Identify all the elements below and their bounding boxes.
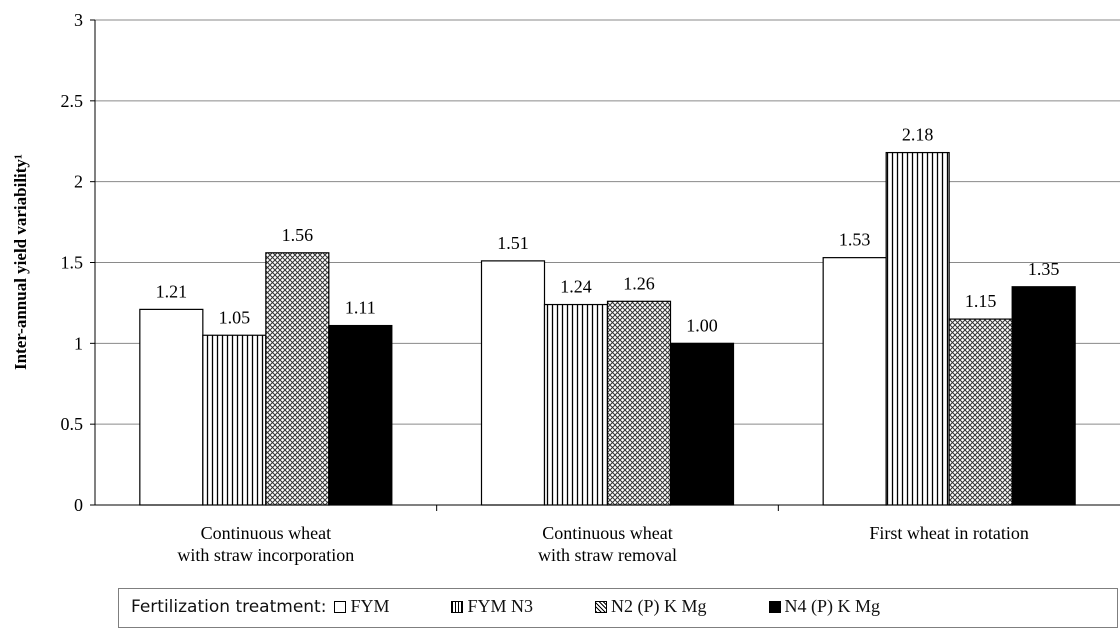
bar-crosshatch — [608, 301, 671, 505]
data-label: 1.00 — [686, 315, 718, 335]
legend-item: N2 (P) K Mg — [595, 596, 707, 617]
data-label: 1.56 — [282, 225, 314, 245]
y-tick-label: 3 — [74, 10, 83, 30]
x-category-label: with straw incorporation — [177, 545, 354, 565]
legend-swatch-vertical-stripes — [451, 601, 463, 613]
y-axis-label: Inter-annual yield variability¹ — [11, 154, 30, 370]
y-tick-label: 2 — [74, 172, 83, 192]
bar-crosshatch — [266, 253, 329, 505]
data-label: 1.21 — [156, 281, 188, 301]
bar-black — [671, 343, 734, 505]
data-label: 1.51 — [497, 233, 529, 253]
legend-title: Fertilization treatment: — [131, 597, 326, 617]
legend-label: N4 (P) K Mg — [785, 596, 881, 617]
legend-item: N4 (P) K Mg — [769, 596, 881, 617]
data-label: 1.05 — [219, 307, 251, 327]
bar-white — [823, 258, 886, 505]
data-label: 1.15 — [965, 291, 997, 311]
data-label: 1.24 — [560, 277, 592, 297]
legend-label: N2 (P) K Mg — [611, 596, 707, 617]
bar-vertical-stripes — [203, 335, 266, 505]
x-category-label: Continuous wheat — [201, 523, 332, 543]
legend-swatch-crosshatch — [595, 601, 607, 613]
x-category-label: First wheat in rotation — [869, 523, 1028, 543]
x-category-label: Continuous wheat — [542, 523, 673, 543]
legend-label: FYM — [350, 596, 389, 617]
data-label: 1.53 — [839, 230, 871, 250]
y-tick-label: 2.5 — [61, 91, 84, 111]
data-label: 1.35 — [1028, 259, 1060, 279]
bar-vertical-stripes — [545, 305, 608, 505]
legend-swatch-black — [769, 601, 781, 613]
bar-crosshatch — [949, 319, 1012, 505]
legend-label: FYM N3 — [467, 596, 533, 617]
y-tick-label: 0 — [74, 495, 83, 515]
legend-swatch-white — [334, 601, 346, 613]
data-label: 1.11 — [345, 298, 376, 318]
data-label: 2.18 — [902, 125, 934, 145]
y-tick-label: 1.5 — [61, 253, 84, 273]
bar-vertical-stripes — [886, 153, 949, 505]
y-tick-label: 1 — [74, 333, 83, 353]
legend-item: FYM N3 — [451, 596, 533, 617]
x-category-label: with straw removal — [538, 545, 677, 565]
legend-item: FYM — [334, 596, 389, 617]
data-label: 1.26 — [623, 273, 655, 293]
bar-white — [140, 309, 203, 505]
bar-black — [1012, 287, 1075, 505]
legend: Fertilization treatment: FYM FYM N3 N2 (P)… — [118, 588, 1118, 628]
bar-black — [329, 326, 392, 505]
y-tick-label: 0.5 — [61, 414, 84, 434]
bar-white — [482, 261, 545, 505]
bars — [140, 153, 1075, 505]
